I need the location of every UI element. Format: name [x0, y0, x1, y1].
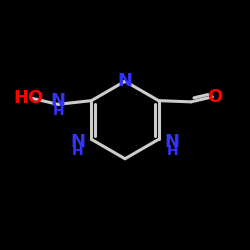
Text: HO: HO [14, 89, 44, 107]
Text: O: O [207, 88, 222, 106]
Text: H: H [52, 104, 64, 118]
Text: H: H [166, 144, 178, 158]
Text: N: N [118, 72, 132, 90]
Text: H: H [72, 144, 84, 158]
Text: N: N [50, 92, 65, 110]
Text: N: N [70, 133, 85, 151]
Text: N: N [165, 133, 180, 151]
